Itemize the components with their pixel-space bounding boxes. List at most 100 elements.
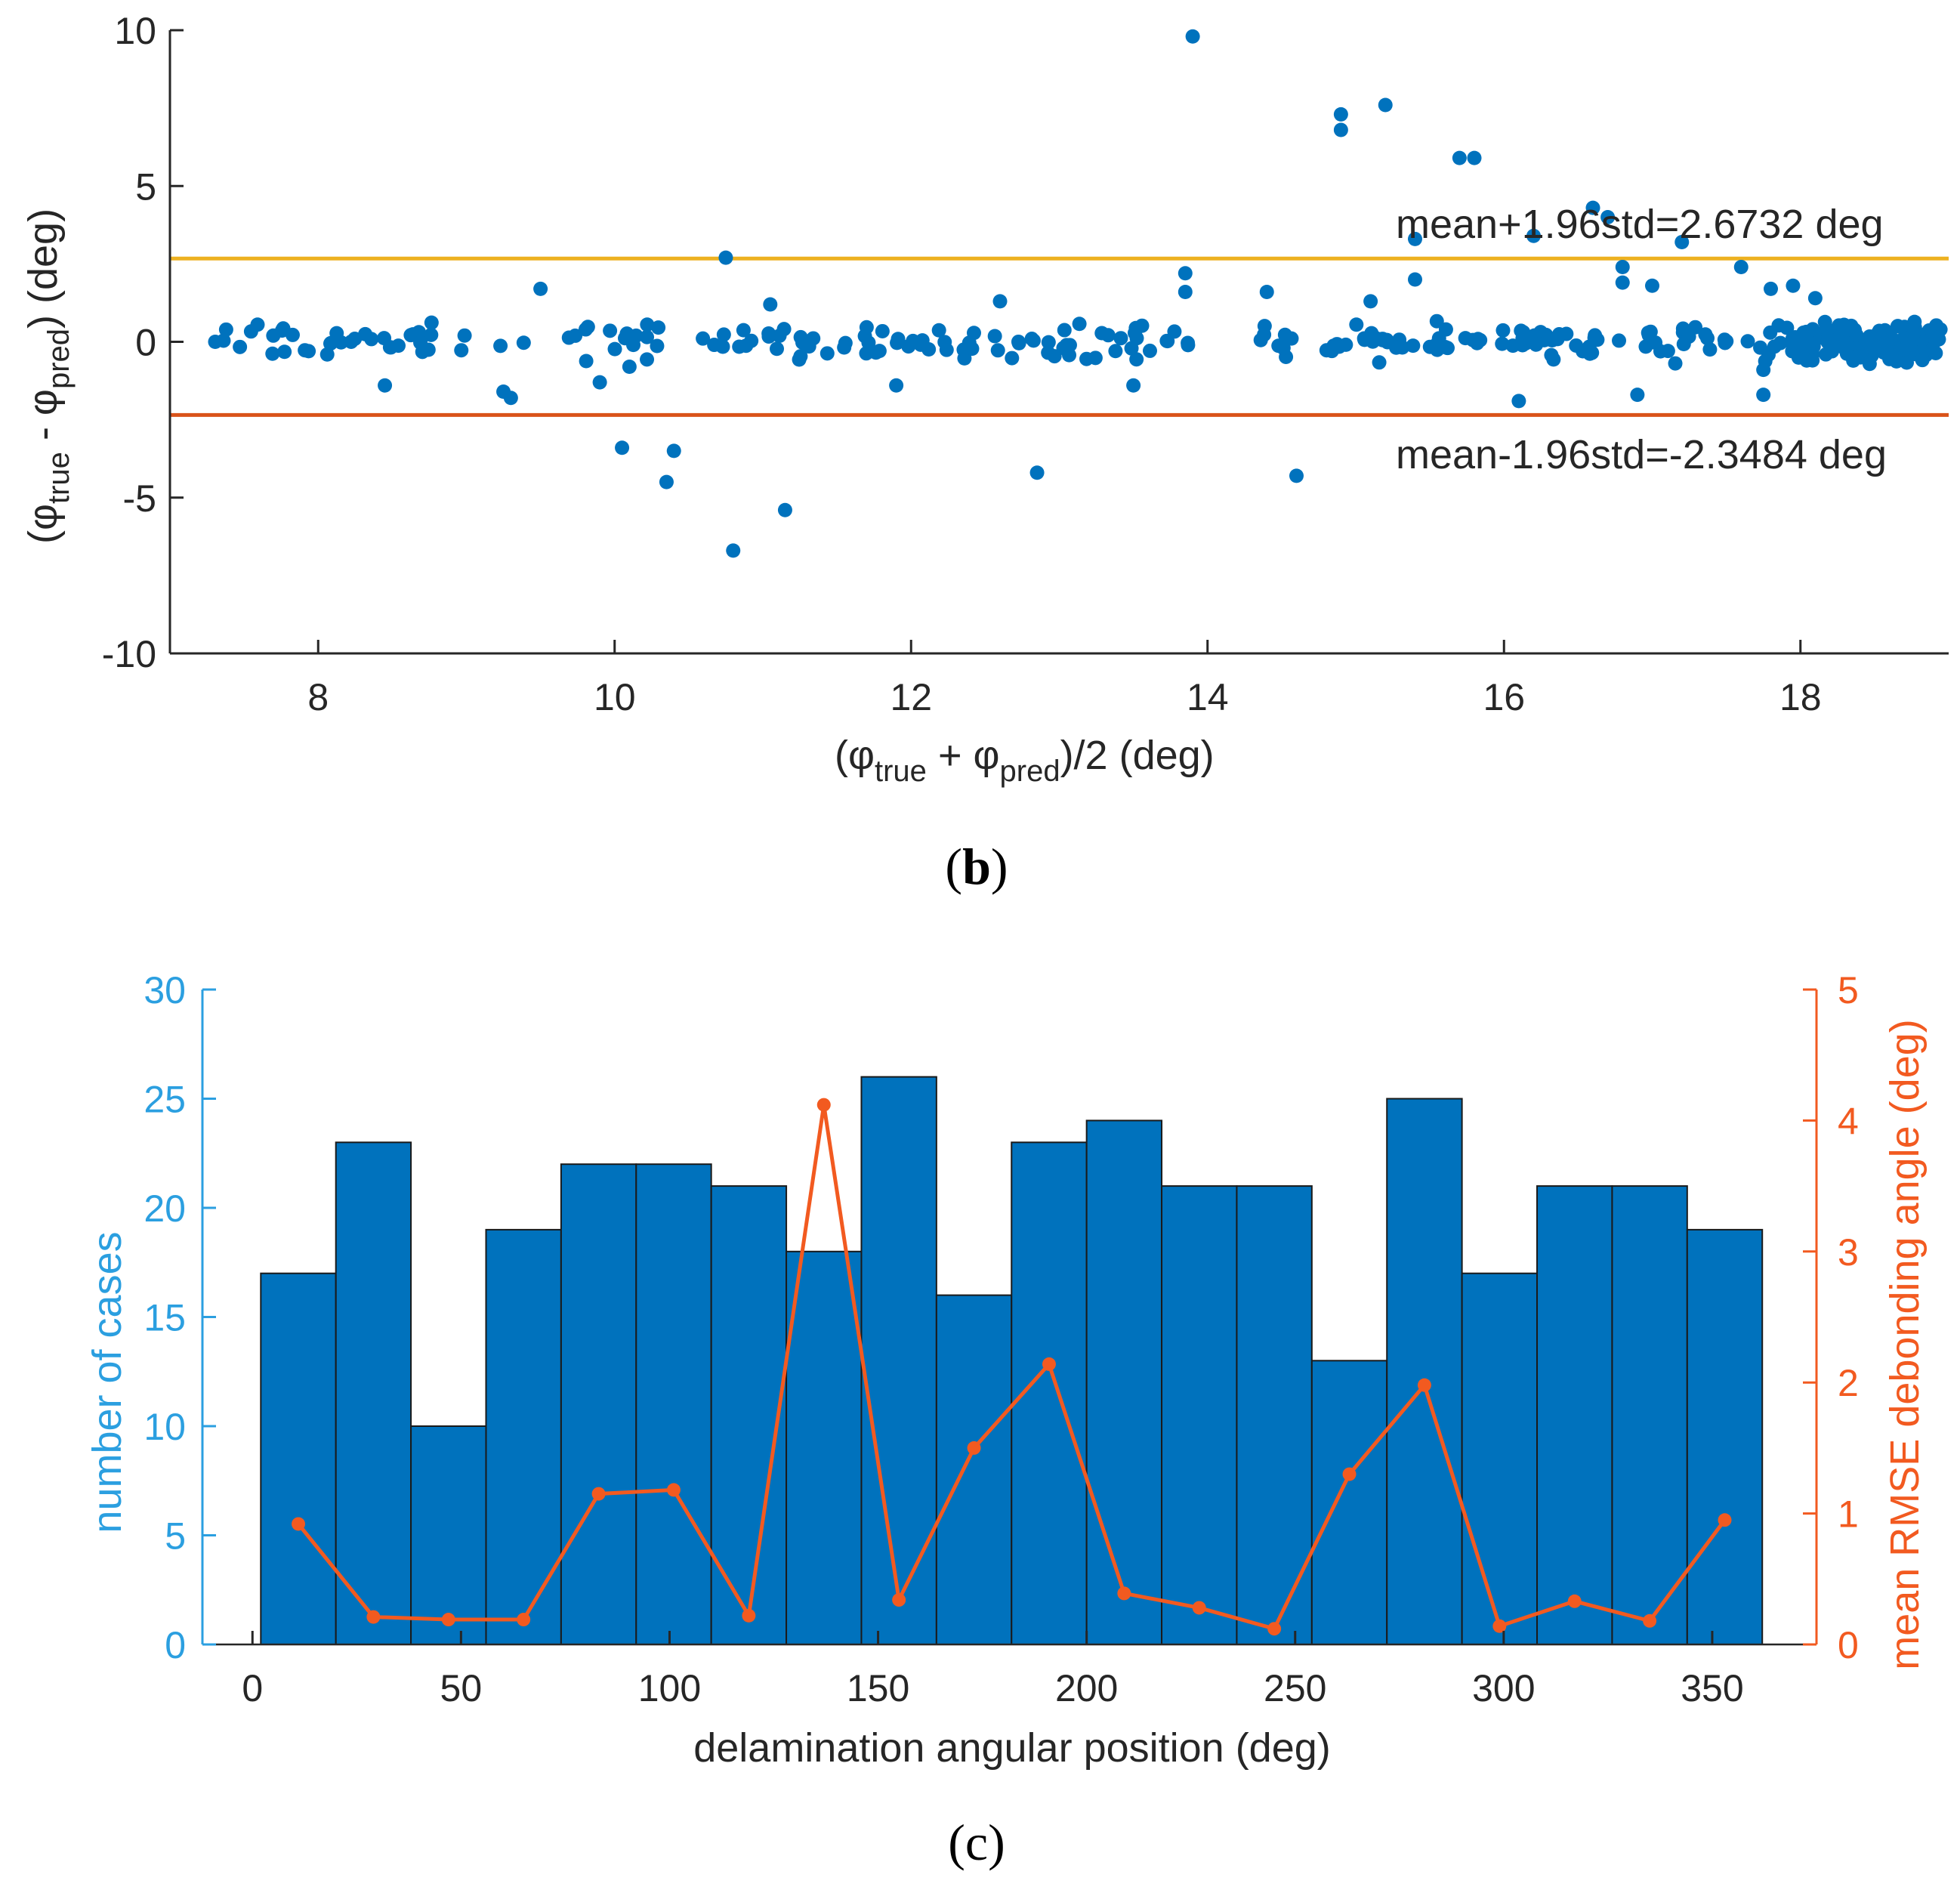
scatter-point [792,352,807,367]
scatter-point [1431,331,1446,346]
scatter-point [1029,465,1045,480]
scatter-point [1389,340,1404,355]
scatter-point [1375,332,1390,347]
scatter-point [1363,294,1378,309]
scatter-point [1026,333,1041,348]
histogram-bar [710,1185,788,1645]
scatter-point [607,341,622,357]
scatter-point [696,331,711,346]
scatter-point [666,443,681,459]
c-x-tick-label: 100 [638,1667,701,1709]
histogram-bar [410,1425,487,1645]
scatter-point [1495,323,1511,338]
rmse-line [297,1104,1727,1632]
scatter-point [622,360,637,374]
scatter-point [413,335,428,350]
b-x-tick-label: 12 [890,676,932,718]
scatter-point [1357,331,1372,346]
scatter-point [990,343,1005,358]
histogram-bar [935,1294,1013,1645]
rmse-marker [967,1441,981,1455]
scatter-point [503,391,518,406]
scatter-point [1756,388,1771,403]
scatter-point [1897,341,1912,357]
scatter-point [1588,328,1603,343]
scatter-point [966,326,981,341]
scatter-point [619,326,634,341]
scatter-point [640,352,655,367]
scatter-point [1372,355,1387,370]
scatter-point [718,250,733,265]
scatter-point [763,297,778,312]
histogram-bar [485,1228,562,1645]
scatter-point [243,324,258,339]
rmse-marker [1492,1619,1507,1633]
scatter-point [1612,333,1627,348]
scatter-point [1257,327,1272,342]
rmse-marker [1417,1378,1431,1392]
c-y-tick-label: 20 [144,1187,186,1230]
scatter-point [208,334,223,349]
c-x-tick-label: 0 [242,1667,263,1709]
scatter-point [580,320,595,335]
c-x-tick-label: 300 [1472,1667,1535,1709]
scatter-point [358,326,373,341]
scatter-point [493,338,508,354]
scatter-point [1638,339,1653,354]
rmse-marker [816,1098,831,1112]
scatter-point [1511,394,1526,409]
scatter-point [1113,331,1128,346]
scatter-point [1011,334,1026,349]
scatter-point [1907,314,1922,329]
scatter-point [1764,281,1778,296]
rmse-marker [892,1593,906,1607]
c-y-tick-label: 10 [144,1406,186,1448]
scatter-point [1890,319,1905,334]
scatter-point [651,320,666,335]
b-x-tick-label: 16 [1483,676,1525,718]
scatter-point [992,294,1008,309]
c-x-tick-label: 50 [440,1667,483,1709]
rmse-marker [292,1517,306,1531]
scatter-point [1378,97,1393,113]
scatter-point [1733,260,1749,274]
scatter-point [1805,353,1820,368]
rmse-marker [1567,1594,1582,1608]
scatter-point [650,338,665,354]
scatter-point [890,332,906,347]
scatter-point [1005,350,1020,366]
c-y2-tick-labels: 0 1 2 3 4 5 [1838,969,1859,1666]
b-x-tick-label: 14 [1187,676,1229,718]
histogram-bar [560,1163,637,1645]
b-upper-line-label: mean+1.96std=2.6732 deg [1396,202,1884,247]
c-y-tick-label: 25 [144,1079,186,1121]
scatter-point [1717,332,1732,347]
c-y-tick-label: 15 [144,1297,186,1339]
b-points [208,29,1948,558]
b-y-tick-label: 10 [114,10,156,52]
scatter-point [1129,352,1144,367]
b-x-tick-labels: 8 10 12 14 16 18 [307,676,1821,718]
b-y-tick-label: -10 [102,633,156,675]
scatter-point [1546,352,1561,367]
scatter-point [1551,327,1566,342]
scatter-point [1178,285,1193,299]
scatter-point [626,338,641,353]
c-x-axis-label: delamination angular position (deg) [693,1725,1331,1771]
scatter-point [861,335,876,350]
scatter-point [1615,275,1630,290]
histogram-bar [635,1163,712,1645]
scatter-point [1277,327,1292,342]
scatter-point [1674,235,1690,249]
scatter-point [1756,363,1771,378]
scatter-point [1773,335,1788,350]
scatter-point [285,327,300,342]
rmse-marker [1643,1613,1657,1628]
panel-label-c: (c) [948,1814,1005,1871]
scatter-point [1047,349,1062,364]
c-y2-axis-label: mean RMSE debonding angle (deg) [1882,1019,1928,1670]
scatter-point [1289,468,1304,483]
scatter-point [1906,326,1921,341]
scatter-point [1805,322,1820,337]
